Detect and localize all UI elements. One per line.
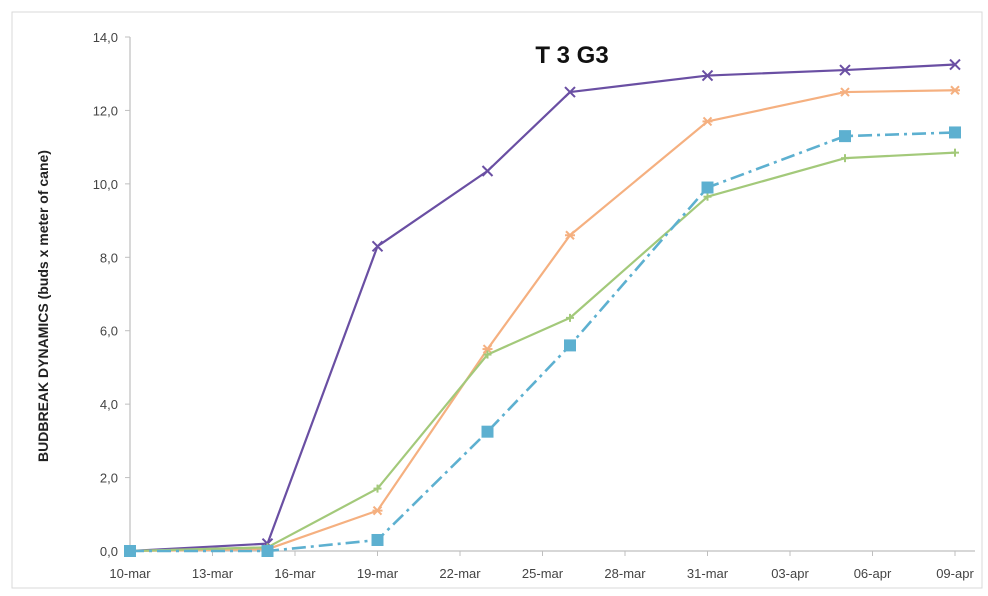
x-tick-label: 28-mar: [604, 566, 646, 581]
series-line: [129, 151, 956, 553]
x-tick-label: 22-mar: [439, 566, 481, 581]
series-4: [124, 126, 961, 557]
x-tick-label: 25-mar: [522, 566, 564, 581]
x-tick-label: 31-mar: [687, 566, 729, 581]
data-point: [564, 86, 576, 98]
y-tick-label: 0,0: [100, 544, 118, 559]
y-tick-label: 2,0: [100, 471, 118, 486]
series-group: [124, 58, 961, 557]
data-point: [702, 116, 713, 127]
data-point: [839, 64, 851, 76]
y-tick-label: 6,0: [100, 324, 118, 339]
x-tick-label: 06-apr: [854, 566, 892, 581]
x-tick-label: 03-apr: [771, 566, 809, 581]
x-tick-label: 13-mar: [192, 566, 234, 581]
data-point: [951, 148, 959, 157]
data-point: [701, 69, 714, 82]
series-1: [124, 58, 961, 557]
data-point: [950, 85, 960, 95]
y-tick-labels: 0,0 2,0 4,0 6,0 8,0 10,0 12,0 14,0: [93, 30, 130, 559]
series-line: [129, 63, 956, 553]
data-point: [564, 339, 576, 352]
data-point: [481, 165, 494, 177]
data-point: [483, 350, 492, 359]
axes: [129, 37, 975, 552]
data-point: [373, 484, 382, 493]
series-line: [129, 89, 956, 553]
data-point: [949, 58, 961, 71]
data-point: [840, 87, 850, 97]
y-tick-label: 12,0: [93, 103, 118, 118]
y-tick-label: 10,0: [93, 177, 118, 192]
y-tick-label: 14,0: [93, 30, 118, 45]
data-point: [841, 154, 849, 163]
data-point: [371, 533, 384, 546]
data-point: [481, 425, 494, 438]
series-2: [125, 85, 960, 556]
y-axis-label: BUDBREAK DYNAMICS (buds x meter of cane): [35, 150, 51, 462]
data-point: [701, 181, 714, 194]
data-point: [372, 505, 383, 516]
data-point: [949, 126, 961, 139]
data-point: [261, 545, 274, 557]
x-tick-labels: 10-mar 13-mar 16-mar 19-mar 22-mar 25-mar 28-m…: [109, 551, 974, 581]
series-3: [126, 148, 959, 555]
x-tick-label: 10-mar: [109, 566, 151, 581]
data-point: [482, 344, 493, 354]
x-tick-label: 16-mar: [274, 566, 316, 581]
data-point: [565, 230, 575, 240]
data-point: [703, 192, 712, 201]
data-point: [124, 545, 136, 557]
data-point: [839, 130, 851, 143]
x-tick-label: 19-mar: [357, 566, 399, 581]
y-tick-label: 8,0: [100, 250, 118, 265]
x-tick-label: 09-apr: [936, 566, 974, 581]
series-line: [130, 131, 956, 553]
data-point: [566, 313, 574, 322]
data-point: [371, 240, 384, 252]
chart-border: [11, 11, 983, 589]
y-tick-label: 4,0: [100, 397, 118, 412]
chart-title: T 3 G3: [535, 42, 608, 69]
